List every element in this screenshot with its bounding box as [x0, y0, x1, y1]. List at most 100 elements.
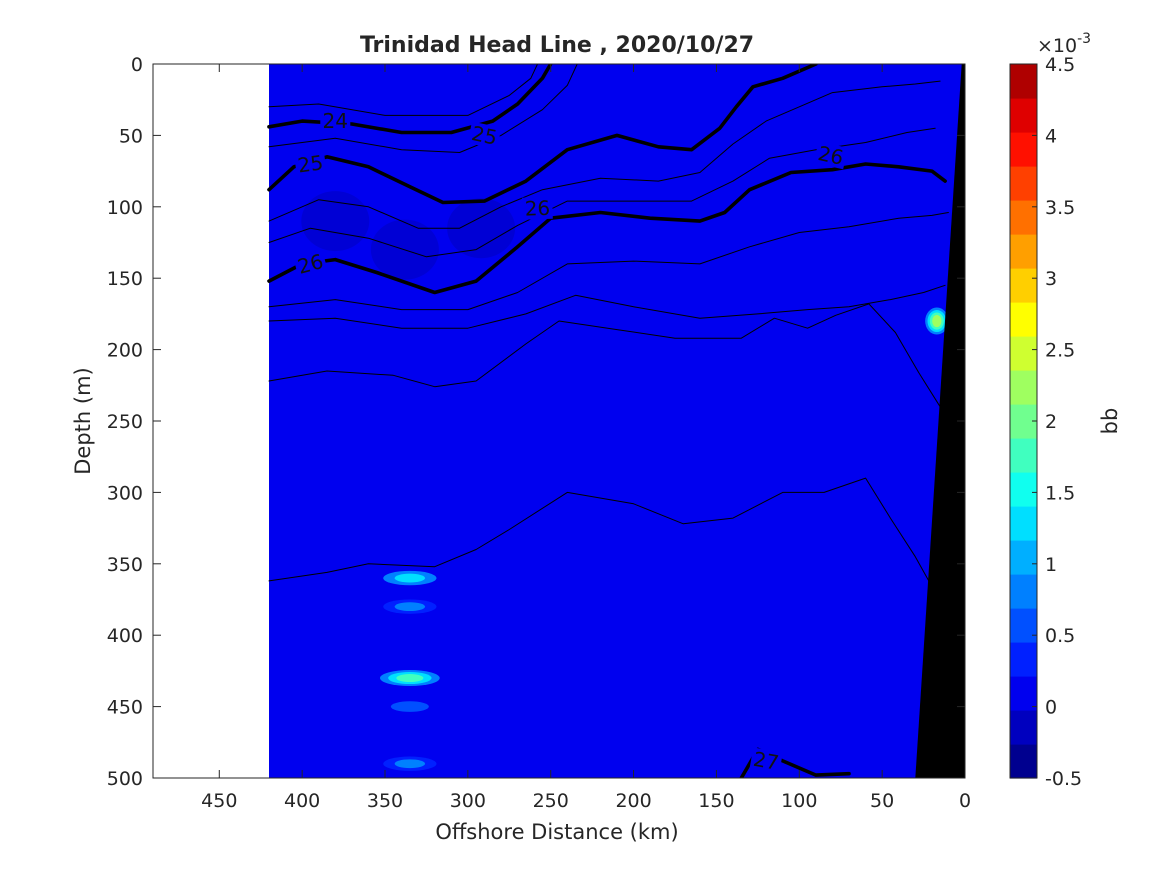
- colorbar-segment: [1010, 64, 1037, 99]
- x-tick-label: 200: [615, 790, 651, 812]
- colorbar-segment: [1010, 234, 1037, 269]
- colorbar-segment: [1010, 98, 1037, 133]
- x-tick-label: 250: [533, 790, 569, 812]
- bb-hotspot: [390, 701, 429, 712]
- colorbar-segment: [1010, 336, 1037, 371]
- contour-line-minor: [268, 303, 953, 436]
- chart-title: Trinidad Head Line , 2020/10/27: [360, 33, 754, 58]
- colorbar-ticks: -0.5 0 0.5 1 1.5 2 2.5 3 3.5 4 4.5: [1032, 54, 1082, 790]
- x-tick-label: 100: [781, 790, 817, 812]
- colorbar: -0.5 0 0.5 1 1.5 2 2.5 3 3.5 4 4.5 ×10-3 bb: [1009, 31, 1122, 790]
- y-tick-label: 200: [107, 340, 143, 362]
- contour-label-text: 24: [323, 109, 348, 133]
- contour-label-knockout: [522, 196, 553, 220]
- bb-hotspot-level: [394, 573, 426, 583]
- colorbar-segment: [1010, 574, 1037, 609]
- contour-label-text: 26: [524, 196, 550, 221]
- contour-line-major: [267, 162, 947, 295]
- colorbar-tick-label: 4: [1045, 125, 1057, 147]
- y-axis-label: Depth (m): [71, 367, 95, 474]
- contour-label-knockout: [320, 110, 351, 133]
- colorbar-tick-label: 3.5: [1045, 197, 1075, 219]
- colorbar-segment: [1010, 200, 1037, 235]
- y-axis-ticks: 0 50 100 150 200 250 300 350 400 450 500: [107, 54, 965, 790]
- y-tick-label: 150: [107, 268, 143, 290]
- y-tick-label: 100: [107, 197, 143, 219]
- x-tick-label: 150: [698, 790, 734, 812]
- colorbar-segment: [1010, 608, 1037, 643]
- contour-label-text: 26: [816, 141, 846, 170]
- contour-line-minor: [268, 127, 936, 258]
- contour-line-minor: [268, 477, 949, 622]
- bb-low-patch: [447, 198, 516, 259]
- contour-line-minor: [268, 80, 941, 229]
- colorbar-tick-label: 3: [1045, 268, 1057, 290]
- x-axis-ticks: 450 400 350 300 250 200 150 100 50 0: [201, 64, 971, 812]
- colorbar-tick-label: 1.5: [1045, 482, 1075, 504]
- bb-hotspot: [383, 570, 437, 586]
- y-tick-label: 300: [107, 482, 143, 504]
- contour-label: 27: [749, 747, 783, 775]
- bb-hotspot-level: [396, 674, 424, 683]
- bb-hotspot: [383, 599, 437, 614]
- colorbar-segment: [1010, 268, 1037, 303]
- colorbar-tick-label: 4.5: [1045, 54, 1075, 76]
- x-tick-label: 350: [367, 790, 403, 812]
- bb-hotspot-level: [390, 701, 429, 712]
- colorbar-segment: [1010, 132, 1037, 167]
- colorbar-segment: [1010, 472, 1037, 507]
- colorbar-exponent-power: -3: [1077, 31, 1091, 47]
- contour-line-minor: [268, 64, 538, 116]
- bb-hotspot: [925, 307, 949, 335]
- contour-label: 25: [467, 121, 502, 150]
- seafloor-mask: [915, 64, 965, 778]
- colorbar-segment: [1010, 506, 1037, 541]
- x-tick-label: 450: [201, 790, 237, 812]
- bb-hotspot: [383, 756, 437, 771]
- contour-label: 26: [522, 196, 553, 221]
- colorbar-tick-label: 2: [1045, 411, 1057, 433]
- contour-label-knockout: [813, 141, 848, 170]
- contour-line-minor: [268, 212, 949, 311]
- x-tick-label: 300: [450, 790, 486, 812]
- y-tick-label: 250: [107, 411, 143, 433]
- colorbar-segment: [1010, 438, 1037, 473]
- y-tick-label: 350: [107, 554, 143, 576]
- bb-hotspot-level: [394, 759, 426, 769]
- colorbar-segment: [1010, 710, 1037, 745]
- contour-line-major: [267, 64, 818, 205]
- colorbar-segment: [1010, 540, 1037, 575]
- colorbar-exponent-base: ×10: [1037, 35, 1077, 57]
- colorbar-tick-label: 2.5: [1045, 340, 1075, 362]
- y-tick-label: 450: [107, 697, 143, 719]
- x-tick-label: 50: [870, 790, 894, 812]
- y-tick-label: 400: [107, 625, 143, 647]
- x-tick-label: 0: [959, 790, 971, 812]
- colorbar-segment: [1010, 744, 1037, 779]
- colorbar-segment: [1010, 302, 1037, 337]
- contour-label-text: 25: [296, 150, 325, 177]
- contour-line-minor: [268, 284, 946, 329]
- contour-label: 26: [813, 141, 848, 170]
- seafloor: [915, 64, 965, 778]
- x-axis-label: Offshore Distance (km): [435, 820, 678, 844]
- colorbar-label: bb: [1098, 408, 1122, 435]
- colorbar-segment: [1010, 166, 1037, 201]
- bb-hotspot-level: [932, 314, 942, 328]
- colorbar-tick-label: 1: [1045, 554, 1057, 576]
- y-tick-label: 500: [107, 768, 143, 790]
- contour-label-text: 27: [752, 747, 781, 775]
- colorbar-tick-label: -0.5: [1045, 768, 1082, 790]
- bb-hotspot: [380, 670, 440, 687]
- colorbar-tick-label: 0: [1045, 697, 1057, 719]
- colorbar-exponent: ×10-3: [1037, 31, 1091, 57]
- bb-field: [269, 64, 965, 778]
- density-contours: [267, 64, 953, 778]
- bb-low-patch: [301, 191, 370, 252]
- y-tick-label: 0: [131, 54, 143, 76]
- contour-label-knockout: [467, 121, 502, 150]
- contour-label-knockout: [293, 249, 328, 279]
